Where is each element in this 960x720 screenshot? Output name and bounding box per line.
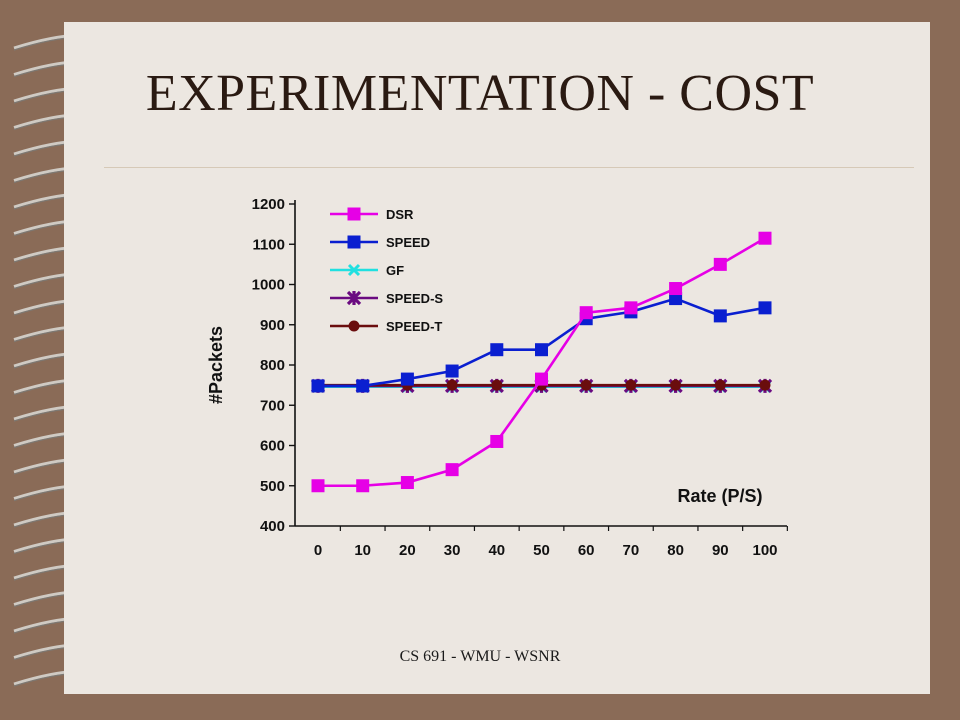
legend-label: GF bbox=[386, 263, 404, 278]
legend-swatch-marker bbox=[347, 235, 361, 249]
data-point-dsr bbox=[535, 372, 548, 386]
data-point-dsr bbox=[669, 282, 683, 296]
data-point-speed-t bbox=[670, 379, 682, 391]
y-tick-label: 1100 bbox=[252, 236, 285, 253]
x-axis-label: Rate (P/S) bbox=[677, 486, 762, 506]
cost-line-chart: 400 500 600 700 800 900 1000 1100 1200 0 10 20 30 40 5… bbox=[206, 196, 788, 559]
slide-title: EXPERIMENTATION - COST bbox=[145, 65, 815, 122]
y-tick-label: 600 bbox=[260, 438, 285, 455]
legend-item-speed: SPEED bbox=[330, 235, 430, 250]
data-point-dsr bbox=[490, 434, 504, 448]
data-point-speed-t bbox=[491, 379, 503, 391]
y-tick-label: 700 bbox=[260, 397, 285, 414]
data-point-dsr bbox=[445, 463, 459, 477]
x-tick-label: 20 bbox=[399, 542, 416, 559]
data-point-speed-t bbox=[625, 379, 637, 391]
data-point-speed bbox=[669, 292, 683, 306]
legend-label: SPEED bbox=[386, 235, 430, 250]
x-tick-label: 0 bbox=[314, 542, 322, 559]
legend-label: SPEED-T bbox=[386, 319, 442, 334]
x-tick-label: 70 bbox=[623, 542, 640, 559]
data-point-dsr bbox=[624, 301, 638, 315]
y-tick-label: 800 bbox=[260, 357, 285, 374]
data-point-speed bbox=[713, 309, 727, 323]
data-point-dsr bbox=[579, 306, 593, 320]
x-tick-label: 100 bbox=[752, 542, 777, 559]
y-axis-label: #Packets bbox=[206, 326, 226, 404]
x-tick-label: 30 bbox=[444, 542, 461, 559]
legend-item-speed-t: SPEED-T bbox=[330, 319, 442, 334]
data-point-speed-t bbox=[714, 379, 726, 391]
data-point-dsr bbox=[758, 231, 772, 245]
series-dsr bbox=[311, 231, 772, 493]
data-point-speed bbox=[535, 343, 548, 357]
x-tick-label: 60 bbox=[578, 542, 595, 559]
data-point-speed bbox=[400, 372, 414, 386]
legend-item-gf: GF bbox=[330, 263, 404, 278]
legend-label: SPEED-S bbox=[386, 291, 443, 306]
data-point-speed bbox=[445, 364, 459, 378]
data-point-speed-t bbox=[580, 379, 592, 391]
y-tick-label: 400 bbox=[260, 518, 285, 535]
slide-page bbox=[64, 22, 930, 694]
data-point-speed bbox=[356, 379, 370, 393]
legend-item-speed-s: SPEED-S bbox=[330, 290, 443, 306]
data-point-dsr bbox=[356, 479, 370, 493]
legend-swatch-marker bbox=[346, 290, 362, 306]
title-divider bbox=[104, 167, 914, 168]
data-point-speed-t bbox=[446, 379, 458, 391]
data-point-dsr bbox=[311, 479, 325, 493]
data-point-dsr bbox=[713, 257, 727, 271]
data-point-speed-t bbox=[759, 379, 771, 391]
x-tick-label: 40 bbox=[488, 542, 505, 559]
y-tick-label: 1200 bbox=[252, 196, 285, 213]
x-tick-label: 10 bbox=[354, 542, 371, 559]
slide-footer: CS 691 - WMU - WSNR bbox=[399, 648, 561, 665]
legend-swatch-marker bbox=[347, 263, 361, 277]
y-tick-label: 1000 bbox=[252, 277, 285, 294]
legend: DSR SPEED GF SPEED-S SPEED-T bbox=[330, 207, 443, 334]
y-tick-label: 900 bbox=[260, 317, 285, 334]
x-tick-label: 80 bbox=[667, 542, 684, 559]
data-point-dsr bbox=[400, 476, 414, 490]
legend-item-dsr: DSR bbox=[330, 207, 414, 222]
legend-swatch-marker bbox=[347, 207, 361, 221]
data-point-speed bbox=[311, 379, 325, 393]
legend-label: DSR bbox=[386, 207, 414, 222]
y-tick-label: 500 bbox=[260, 478, 285, 495]
legend-swatch-marker bbox=[348, 320, 360, 332]
x-tick-label: 50 bbox=[533, 542, 550, 559]
data-point-speed bbox=[758, 301, 772, 315]
x-tick-label: 90 bbox=[712, 542, 729, 559]
data-point-speed bbox=[490, 343, 504, 357]
